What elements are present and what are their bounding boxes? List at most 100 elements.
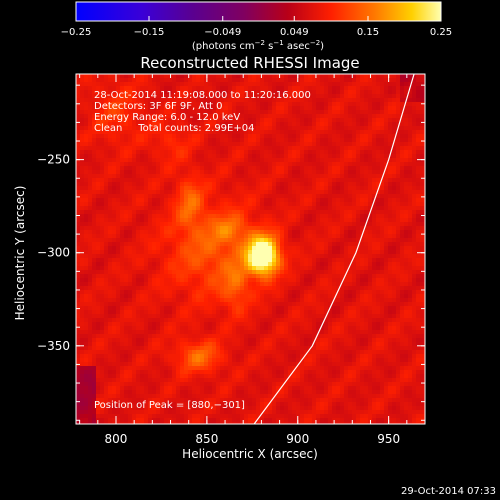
heatmap-cell xyxy=(280,146,285,151)
heatmap-cell xyxy=(256,206,261,211)
heatmap-cell xyxy=(176,330,181,335)
heatmap-cell xyxy=(80,310,85,315)
heatmap-cell xyxy=(296,354,301,359)
heatmap-cell xyxy=(264,362,269,367)
heatmap-cell xyxy=(120,142,125,147)
heatmap-cell xyxy=(88,174,93,179)
heatmap-cell xyxy=(244,354,249,359)
heatmap-cell xyxy=(128,98,133,103)
heatmap-cell xyxy=(92,418,97,423)
heatmap-cell xyxy=(196,330,201,335)
heatmap-cell xyxy=(108,290,113,295)
heatmap-cell xyxy=(268,162,273,167)
heatmap-cell xyxy=(100,382,105,387)
heatmap-cell xyxy=(224,290,229,295)
heatmap-cell xyxy=(252,258,257,263)
heatmap-cell xyxy=(300,130,305,135)
heatmap-cell xyxy=(212,290,217,295)
heatmap-cell xyxy=(136,282,141,287)
heatmap-cell xyxy=(128,274,133,279)
heatmap-cell xyxy=(108,314,113,319)
heatmap-cell xyxy=(280,170,285,175)
heatmap-cell xyxy=(252,414,257,419)
heatmap-cell xyxy=(212,86,217,91)
heatmap-cell xyxy=(192,158,197,163)
heatmap-cell xyxy=(240,206,245,211)
heatmap-cell xyxy=(80,174,85,179)
heatmap-cell xyxy=(280,126,285,131)
heatmap-cell xyxy=(216,210,221,215)
heatmap-cell xyxy=(200,286,205,291)
heatmap-cell xyxy=(112,166,117,171)
heatmap-cell xyxy=(224,286,229,291)
heatmap-cell xyxy=(244,142,249,147)
heatmap-cell xyxy=(288,114,293,119)
heatmap-cell xyxy=(232,94,237,99)
heatmap-cell xyxy=(236,314,241,319)
heatmap-cell xyxy=(88,278,93,283)
heatmap-cell xyxy=(236,366,241,371)
heatmap-cell xyxy=(300,242,305,247)
heatmap-cell xyxy=(256,150,261,155)
heatmap-cell xyxy=(116,174,121,179)
heatmap-cell xyxy=(200,186,205,191)
heatmap-cell xyxy=(188,246,193,251)
heatmap-cell xyxy=(116,154,121,159)
heatmap-cell xyxy=(92,270,97,275)
heatmap-cell xyxy=(240,270,245,275)
heatmap-cell xyxy=(236,414,241,419)
heatmap-cell xyxy=(212,286,217,291)
heatmap-cell xyxy=(156,122,161,127)
heatmap-cell xyxy=(236,290,241,295)
heatmap-cell xyxy=(92,126,97,131)
heatmap-cell xyxy=(104,122,109,127)
heatmap-cell xyxy=(228,258,233,263)
heatmap-cell xyxy=(120,346,125,351)
heatmap-cell xyxy=(196,182,201,187)
heatmap-cell xyxy=(148,170,153,175)
heatmap-cell xyxy=(276,214,281,219)
heatmap-cell xyxy=(176,194,181,199)
heatmap-cell xyxy=(284,334,289,339)
heatmap-cell xyxy=(104,418,109,423)
heatmap-cell xyxy=(280,142,285,147)
heatmap-cell xyxy=(264,154,269,159)
heatmap-cell xyxy=(264,210,269,215)
heatmap-cell xyxy=(208,338,213,343)
heatmap-cell xyxy=(144,314,149,319)
heatmap-cell xyxy=(268,334,273,339)
heatmap-cell xyxy=(160,98,165,103)
heatmap-cell xyxy=(148,390,153,395)
heatmap-cell xyxy=(140,94,145,99)
heatmap-cell xyxy=(100,258,105,263)
heatmap-cell xyxy=(252,394,257,399)
heatmap-cell xyxy=(276,370,281,375)
heatmap-cell xyxy=(224,146,229,151)
heatmap-cell xyxy=(112,322,117,327)
heatmap-cell xyxy=(204,182,209,187)
heatmap-cell xyxy=(124,194,129,199)
heatmap-cell xyxy=(264,166,269,171)
heatmap-cell xyxy=(228,398,233,403)
heatmap-cell xyxy=(240,142,245,147)
heatmap-cell xyxy=(232,118,237,123)
heatmap-cell xyxy=(216,238,221,243)
heatmap-cell xyxy=(216,354,221,359)
heatmap-cell xyxy=(200,390,205,395)
heatmap-cell xyxy=(208,266,213,271)
heatmap-cell xyxy=(228,354,233,359)
heatmap-cell xyxy=(216,390,221,395)
heatmap-cell xyxy=(200,354,205,359)
heatmap-cell xyxy=(236,334,241,339)
heatmap-cell xyxy=(272,206,277,211)
heatmap-cell xyxy=(168,278,173,283)
heatmap-cell xyxy=(164,158,169,163)
heatmap-cell xyxy=(280,214,285,219)
heatmap-cell xyxy=(296,146,301,151)
heatmap-cell xyxy=(176,258,181,263)
heatmap-cell xyxy=(84,198,89,203)
heatmap-cell xyxy=(160,114,165,119)
heatmap-cell xyxy=(296,202,301,207)
heatmap-cell xyxy=(156,310,161,315)
heatmap-cell xyxy=(180,386,185,391)
